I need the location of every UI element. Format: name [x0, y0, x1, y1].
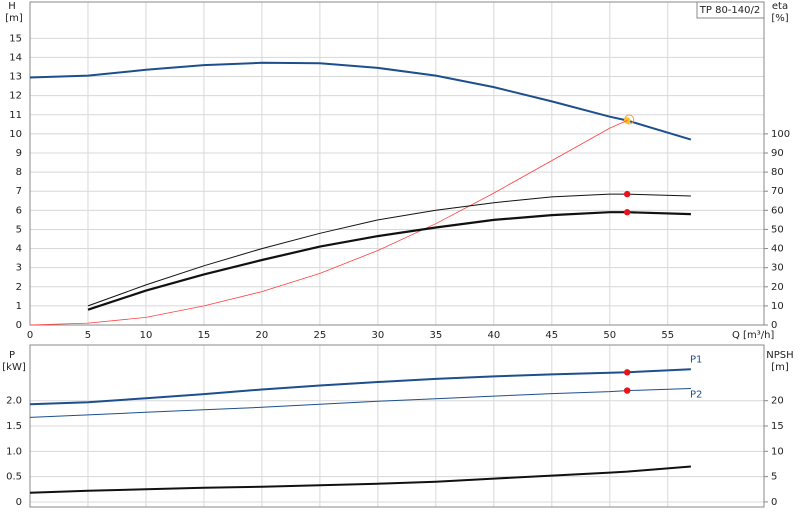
x-tick-label: 40 [487, 330, 500, 341]
x-tick-label: 20 [256, 330, 269, 341]
y2-tick-label: 10 [771, 446, 784, 457]
duty-point [623, 369, 631, 376]
y-tick-label: 2 [16, 282, 22, 293]
series-label: P1 [690, 354, 702, 365]
y-tick-label: 1.0 [6, 446, 22, 457]
y-tick-label: 6 [16, 205, 22, 216]
y-axis-title: H [8, 1, 16, 12]
y-tick-label: 14 [9, 52, 22, 63]
y-axis-unit: [kW] [2, 362, 26, 373]
series-line [87, 193, 691, 307]
y2-axis-title: eta [772, 1, 788, 12]
plot-frame [29, 344, 765, 508]
y2-tick-label: 90 [771, 148, 784, 159]
y2-tick-label: 10 [771, 301, 784, 312]
y-tick-label: 13 [9, 72, 22, 83]
series-label: P2 [690, 390, 702, 401]
series-line [29, 120, 628, 326]
y2-tick-label: 20 [771, 396, 784, 407]
y2-tick-label: 0 [771, 497, 777, 508]
series-line [29, 465, 691, 494]
series-line [29, 368, 691, 406]
y-tick-label: 12 [9, 91, 22, 102]
y-tick-label: 10 [9, 129, 22, 140]
y-tick-label: 15 [9, 33, 22, 44]
x-tick-label: 15 [198, 330, 211, 341]
x-axis-title: Q [m³/h] [732, 330, 774, 341]
y-axis-unit: [m] [5, 13, 23, 24]
y2-tick-label: 50 [771, 224, 784, 235]
y-axis-title: P [9, 350, 15, 361]
x-tick-label: 5 [85, 330, 91, 341]
x-tick-label: 30 [372, 330, 385, 341]
y-tick-label: 0 [16, 320, 22, 331]
series-line [29, 388, 691, 418]
x-tick-label: 25 [314, 330, 327, 341]
series-line [29, 61, 692, 141]
y-tick-label: 2.0 [6, 396, 22, 407]
y2-axis-unit: [%] [771, 13, 788, 24]
y2-axis-unit: [m] [771, 362, 789, 373]
y-tick-label: 1 [16, 301, 22, 312]
y2-tick-label: 70 [771, 186, 784, 197]
y-tick-label: 7 [16, 186, 22, 197]
x-tick-label: 45 [545, 330, 558, 341]
y-tick-label: 0 [16, 497, 22, 508]
x-tick-label: 50 [603, 330, 616, 341]
x-tick-label: 10 [140, 330, 153, 341]
y2-tick-label: 40 [771, 244, 784, 255]
y2-tick-label: 20 [771, 282, 784, 293]
x-tick-label: 55 [661, 330, 674, 341]
y-tick-label: 8 [16, 167, 22, 178]
plot-frame [29, 1, 765, 326]
series-line [87, 211, 691, 311]
x-tick-label: 0 [27, 330, 33, 341]
y2-axis-title: NPSH [766, 350, 793, 361]
y2-tick-label: 0 [771, 320, 777, 331]
y-tick-label: 5 [16, 224, 22, 235]
duty-point [623, 190, 631, 198]
y2-tick-label: 30 [771, 263, 784, 274]
y-tick-label: 9 [16, 148, 22, 159]
y2-tick-label: 60 [771, 205, 784, 216]
model-label: TP 80-140/2 [699, 5, 760, 16]
y-tick-label: 1.5 [6, 421, 22, 432]
y-tick-label: 3 [16, 263, 22, 274]
y2-tick-label: 100 [771, 129, 790, 140]
model-box [696, 1, 765, 19]
duty-point [623, 387, 631, 394]
y2-tick-label: 15 [771, 421, 784, 432]
y2-tick-label: 5 [771, 472, 777, 483]
y2-tick-label: 80 [771, 167, 784, 178]
duty-point [623, 209, 631, 216]
y-tick-label: 11 [9, 110, 22, 121]
y-tick-label: 4 [16, 244, 22, 255]
y-tick-label: 0.5 [6, 472, 22, 483]
x-tick-label: 35 [429, 330, 442, 341]
